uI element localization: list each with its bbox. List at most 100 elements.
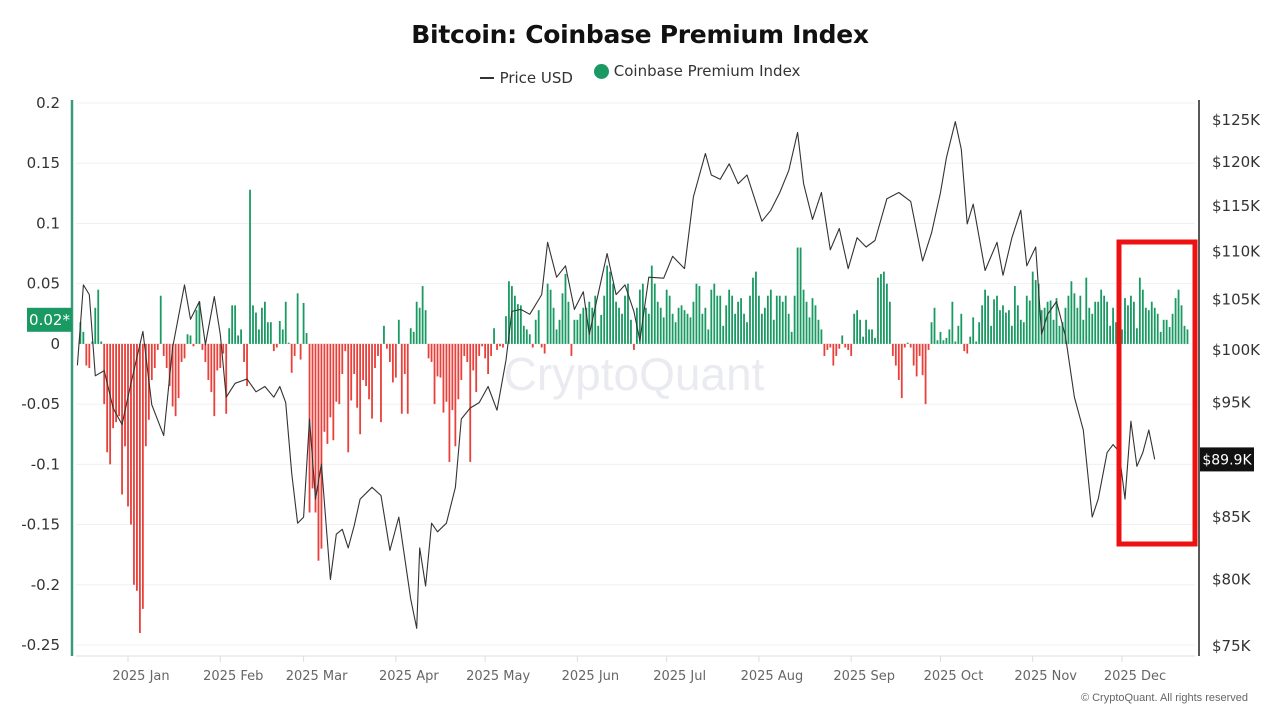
premium-bar-negative: [430, 343, 433, 362]
premium-bar-negative: [311, 343, 314, 489]
premium-bar-negative: [400, 343, 403, 414]
premium-bar-positive: [79, 322, 82, 344]
premium-bar-negative: [365, 343, 367, 387]
premium-bar-positive: [576, 319, 579, 344]
premium-bar-positive: [1133, 301, 1135, 344]
premium-bar-positive: [1168, 327, 1171, 344]
premium-bar-negative: [329, 343, 332, 418]
premium-bar-negative: [924, 343, 927, 405]
left-tick-label: 0: [50, 335, 60, 353]
premium-bar-positive: [1064, 307, 1067, 344]
premium-bar-negative: [246, 343, 248, 387]
premium-bar-positive: [1088, 307, 1091, 344]
premium-bar-positive: [228, 328, 231, 344]
premium-bar-positive: [252, 305, 254, 344]
premium-bar-negative: [454, 343, 457, 447]
premium-bar-negative: [216, 343, 219, 371]
premium-bar-positive: [799, 247, 802, 344]
premium-bar-positive: [1103, 295, 1106, 344]
premium-bar-negative: [168, 343, 171, 387]
premium-bar-positive: [240, 329, 242, 344]
premium-bar-negative: [290, 343, 293, 373]
premium-bar-positive: [94, 307, 97, 344]
premium-bar-positive: [728, 289, 731, 344]
premium-bar-positive: [638, 289, 641, 344]
premium-bar-positive: [624, 295, 626, 344]
premium-bar-positive: [424, 310, 427, 344]
premium-bar-negative: [918, 343, 921, 356]
premium-bar-positive: [249, 189, 251, 344]
premium-bar-positive: [644, 307, 647, 344]
premium-bar-positive: [817, 319, 820, 344]
premium-bar-negative: [359, 343, 362, 435]
premium-bar-positive: [662, 317, 665, 344]
premium-bar-positive: [865, 319, 867, 344]
legend-item-premium[interactable]: Coinbase Premium Index: [593, 62, 800, 80]
premium-bar-negative: [350, 343, 353, 401]
premium-bar-negative: [490, 343, 492, 356]
premium-bar-negative: [314, 343, 317, 513]
premium-bar-positive: [1073, 293, 1076, 344]
premium-bar-positive: [1076, 307, 1079, 344]
premium-bar-positive: [263, 301, 266, 344]
premium-bar-positive: [1186, 329, 1189, 344]
premium-bar-positive: [591, 307, 594, 344]
premium-bar-negative: [171, 343, 174, 407]
x-tick-label: 2025 Jun: [562, 669, 620, 684]
premium-bar-positive: [689, 317, 692, 344]
premium-bar-positive: [659, 307, 662, 344]
premium-bar-positive: [100, 341, 103, 344]
premium-bar-negative: [436, 343, 439, 377]
premium-bar-positive: [1177, 289, 1180, 344]
premium-bar-negative: [308, 343, 311, 513]
premium-bar-negative: [897, 343, 900, 381]
premium-bar-positive: [522, 325, 525, 344]
premium-bar-positive: [1174, 298, 1177, 344]
x-tick-label: 2025 May: [466, 669, 530, 684]
premium-bar-negative: [362, 343, 365, 381]
premium-bar-negative: [487, 343, 490, 374]
premium-bar-positive: [781, 301, 784, 344]
premium-bar-positive: [195, 310, 198, 344]
premium-bar-positive: [534, 319, 537, 344]
premium-bar-negative: [894, 343, 897, 366]
premium-bar-negative: [543, 343, 546, 354]
x-tick-label: 2025 Nov: [1014, 669, 1077, 684]
premium-bar-positive: [680, 305, 683, 344]
premium-bar-negative: [338, 343, 341, 405]
premium-bar-positive: [564, 274, 567, 344]
premium-bar-positive: [1028, 300, 1031, 344]
premium-bar-negative: [347, 343, 350, 453]
premium-bar-negative: [153, 343, 156, 368]
premium-bar-negative: [912, 343, 915, 366]
premium-bar-positive: [582, 307, 585, 344]
premium-bar-negative: [356, 343, 359, 408]
premium-bar-positive: [653, 283, 656, 344]
premium-bar-positive: [537, 310, 540, 344]
premium-bar-positive: [588, 301, 591, 344]
premium-bar-negative: [460, 343, 463, 381]
premium-bar-negative: [909, 343, 912, 348]
premium-bar-positive: [1156, 313, 1159, 344]
premium-bar-negative: [451, 343, 454, 411]
premium-bar-positive: [746, 322, 748, 344]
premium-bar-positive: [960, 313, 963, 344]
premium-bar-negative: [900, 343, 903, 399]
premium-bar-positive: [805, 301, 808, 344]
current-premium-value: 0.02*: [29, 311, 70, 329]
premium-bar-negative: [921, 343, 924, 376]
premium-bar-positive: [888, 301, 891, 344]
premium-bar-positive: [841, 335, 844, 344]
premium-bar-negative: [472, 343, 475, 371]
premium-bar-negative: [963, 343, 966, 352]
legend-item-price[interactable]: Price USD: [479, 69, 573, 87]
premium-bar-negative: [121, 343, 123, 495]
premium-bar-positive: [671, 313, 674, 344]
premium-bar-positive: [159, 295, 162, 344]
left-tick-label: 0.2: [36, 94, 60, 112]
premium-bar-positive: [716, 295, 719, 344]
premium-bar-positive: [945, 337, 948, 344]
premium-bar-positive: [656, 301, 659, 344]
premium-bar-negative: [162, 343, 165, 356]
